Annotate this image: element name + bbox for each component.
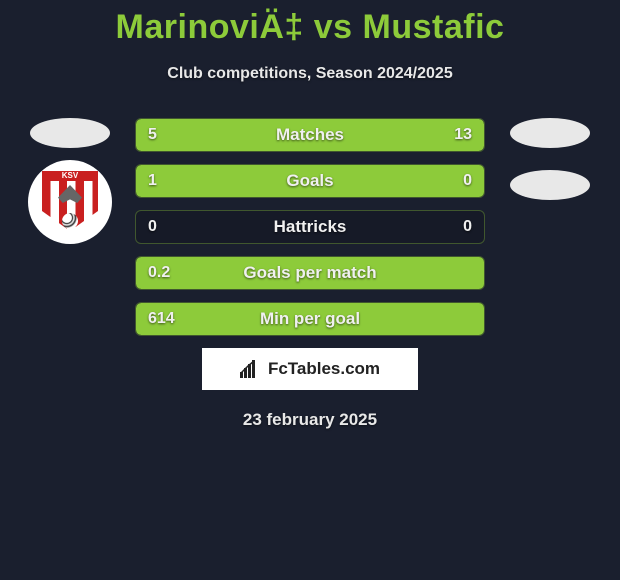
left-club-badge: KSV (28, 160, 112, 244)
right-player-avatar-placeholder (510, 118, 590, 148)
subtitle: Club competitions, Season 2024/2025 (0, 65, 620, 83)
stat-row: Matches5 13 (135, 118, 485, 152)
left-player-avatar-placeholder (30, 118, 110, 148)
stat-label: Goals per match (136, 257, 484, 289)
stat-value-left: 614 (148, 303, 175, 335)
right-player-column (500, 118, 600, 200)
stat-value-right: 13 (454, 119, 472, 151)
stat-value-left: 5 (148, 119, 157, 151)
stat-value-left: 0.2 (148, 257, 170, 289)
stat-value-right: 0 (463, 165, 472, 197)
watermark: FcTables.com (202, 348, 418, 390)
date-label: 23 february 2025 (0, 410, 620, 430)
right-club-badge-placeholder (510, 170, 590, 200)
football-icon (62, 213, 78, 229)
stat-row: Goals per match0.2 (135, 256, 485, 290)
ksv-shield: KSV (42, 169, 98, 235)
stat-row: Min per goal614 (135, 302, 485, 336)
stat-label: Hattricks (136, 211, 484, 243)
page-title: MarinoviÄ‡ vs Mustafic (0, 0, 620, 47)
chart-bars-icon (240, 360, 262, 378)
left-player-column: KSV (20, 118, 120, 244)
stat-label: Matches (136, 119, 484, 151)
stat-value-left: 1 (148, 165, 157, 197)
comparison-content: KSV Matches513Goals10Hattricks00Goals pe… (0, 118, 620, 430)
stat-label: Min per goal (136, 303, 484, 335)
shield-banner: KSV (42, 171, 98, 181)
watermark-text: FcTables.com (268, 359, 380, 379)
stat-row: Hattricks0 0 (135, 210, 485, 244)
stats-bars: Matches513Goals10Hattricks00Goals per ma… (135, 118, 485, 336)
stat-label: Goals (136, 165, 484, 197)
stat-row: Goals1 0 (135, 164, 485, 198)
stat-value-left: 0 (148, 211, 157, 243)
stat-value-right: 0 (463, 211, 472, 243)
